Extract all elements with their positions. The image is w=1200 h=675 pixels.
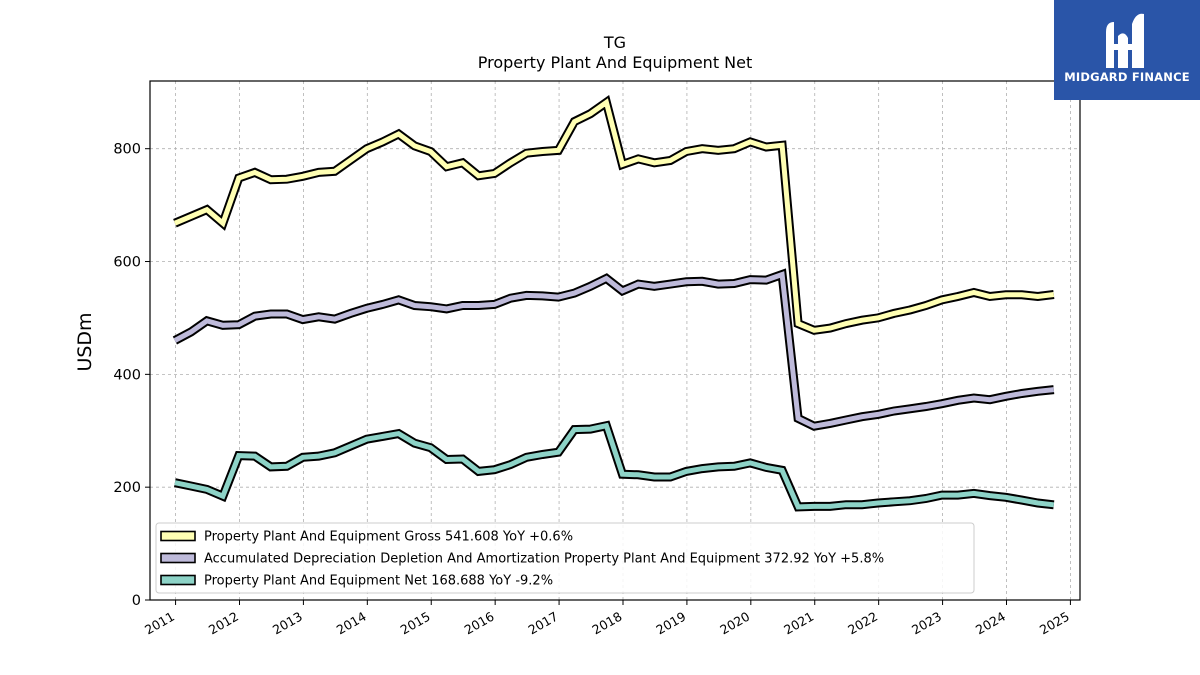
series-stroke bbox=[173, 98, 1055, 333]
x-axis: 2011 2012 2013 2014 2015 2016 2017 2018 2019 2020… bbox=[142, 600, 1072, 638]
series-outline bbox=[172, 268, 1055, 431]
series-outline bbox=[173, 420, 1055, 512]
brand-logo: MIDGARD FINANCE bbox=[1054, 0, 1200, 100]
x-tick-label: 2014 bbox=[334, 609, 369, 638]
legend: Property Plant And Equipment Gross 541.6… bbox=[155, 522, 975, 594]
plot-frame bbox=[149, 80, 1081, 601]
legend-swatch bbox=[160, 574, 196, 586]
x-tick-label: 2022 bbox=[845, 609, 880, 638]
x-tick-label: 2016 bbox=[462, 609, 497, 638]
x-tick-label: 2017 bbox=[526, 609, 561, 638]
y-tick-label: 200 bbox=[113, 480, 141, 496]
y-axis-label: USDm bbox=[74, 312, 96, 371]
series-2-line bbox=[172, 268, 1055, 431]
y-tick-label: 800 bbox=[113, 142, 141, 158]
legend-box bbox=[155, 522, 975, 594]
legend-label: Accumulated Depreciation Depletion And A… bbox=[204, 552, 884, 567]
legend-label: Property Plant And Equipment Net 168.688… bbox=[204, 574, 553, 589]
x-tick-label: 2018 bbox=[589, 609, 624, 638]
x-tick-label: 2015 bbox=[398, 609, 433, 638]
y-tick-label: 400 bbox=[113, 367, 141, 383]
series-lines bbox=[172, 94, 1055, 512]
x-tick-label: 2019 bbox=[653, 609, 688, 638]
legend-swatch bbox=[160, 530, 196, 542]
x-tick-label: 2011 bbox=[142, 609, 177, 638]
y-tick-label: 0 bbox=[132, 593, 141, 609]
x-tick-label: 2013 bbox=[270, 609, 305, 638]
chart-subtitle: Property Plant And Equipment Net bbox=[478, 53, 753, 72]
x-tick-label: 2020 bbox=[717, 609, 752, 638]
x-tick-label: 2024 bbox=[973, 609, 1008, 638]
y-tick-label: 600 bbox=[113, 255, 141, 271]
x-tick-label: 2012 bbox=[206, 609, 241, 638]
logo-mark-icon bbox=[1106, 13, 1144, 68]
legend-swatch bbox=[160, 552, 196, 564]
x-tick-label: 2021 bbox=[781, 609, 816, 638]
series-stroke bbox=[174, 422, 1055, 510]
grid bbox=[150, 81, 1080, 601]
brand-name: MIDGARD FINANCE bbox=[1064, 70, 1190, 84]
y-axis: 0 200 400 600 800 bbox=[113, 142, 150, 609]
series-1-line bbox=[173, 94, 1055, 335]
chart-title: TG bbox=[603, 33, 626, 52]
legend-label: Property Plant And Equipment Gross 541.6… bbox=[204, 530, 573, 545]
x-tick-label: 2023 bbox=[909, 609, 944, 638]
series-3-line bbox=[173, 420, 1055, 512]
series-stroke bbox=[173, 271, 1055, 429]
x-tick-label: 2025 bbox=[1037, 609, 1072, 638]
